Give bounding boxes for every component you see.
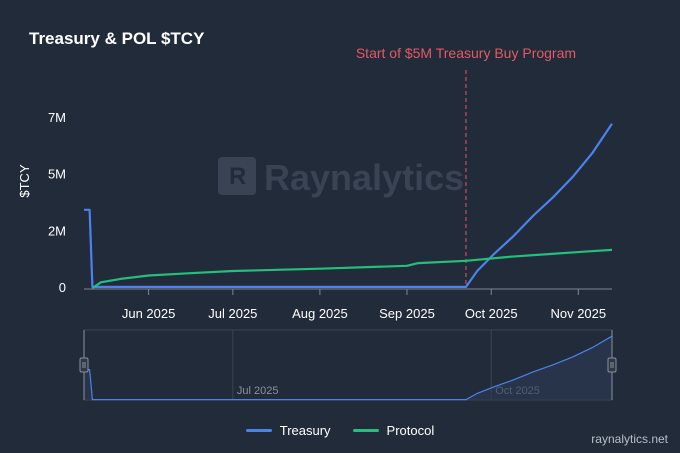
navigator-handle-right[interactable] bbox=[607, 330, 617, 400]
chart-title: Treasury & POL $TCY bbox=[29, 29, 205, 48]
x-tick-label: Jun 2025 bbox=[122, 306, 176, 321]
legend-item-protocol[interactable]: Protocol bbox=[352, 423, 435, 438]
legend-label-protocol: Protocol bbox=[386, 423, 435, 438]
legend-label-treasury: Treasury bbox=[279, 423, 331, 438]
x-tick-label: Nov 2025 bbox=[550, 306, 606, 321]
watermark: R Raynalytics bbox=[218, 157, 464, 198]
legend: Treasury Protocol bbox=[0, 423, 680, 438]
y-axis-label: $TCY bbox=[17, 164, 32, 198]
navigator-handle-grip bbox=[79, 357, 89, 373]
watermark-logo-letter: R bbox=[229, 163, 246, 190]
y-tick-label: 5M bbox=[48, 167, 66, 182]
annotation-label: Start of $5M Treasury Buy Program bbox=[356, 45, 576, 61]
navigator-handle-grip bbox=[607, 357, 617, 373]
legend-swatch-protocol bbox=[352, 429, 379, 432]
main-plot[interactable]: R Raynalytics $TCY 0 2M 5M 7M Jun 2025 Jul 2025 A… bbox=[17, 45, 613, 321]
legend-swatch-treasury bbox=[245, 429, 272, 432]
y-tick-label: 0 bbox=[59, 280, 66, 295]
navigator-tick-label: Jul 2025 bbox=[237, 385, 279, 397]
x-tick-label: Oct 2025 bbox=[465, 306, 518, 321]
y-tick-label: 7M bbox=[48, 110, 66, 125]
series-line-protocol bbox=[91, 248, 613, 289]
x-tick-label: Jul 2025 bbox=[208, 306, 257, 321]
navigator-area bbox=[84, 336, 612, 400]
navigator-line-treasury bbox=[84, 335, 613, 401]
x-tick-label: Sep 2025 bbox=[379, 306, 435, 321]
footer-credit: raynalytics.net bbox=[591, 432, 668, 446]
y-tick-label: 2M bbox=[48, 223, 66, 238]
watermark-logo bbox=[218, 157, 256, 195]
legend-item-treasury[interactable]: Treasury bbox=[245, 423, 331, 438]
series-line-treasury bbox=[84, 123, 613, 288]
navigator-handle-left[interactable] bbox=[79, 330, 89, 400]
watermark-text: Raynalytics bbox=[264, 157, 464, 198]
x-tick-label: Aug 2025 bbox=[292, 306, 348, 321]
